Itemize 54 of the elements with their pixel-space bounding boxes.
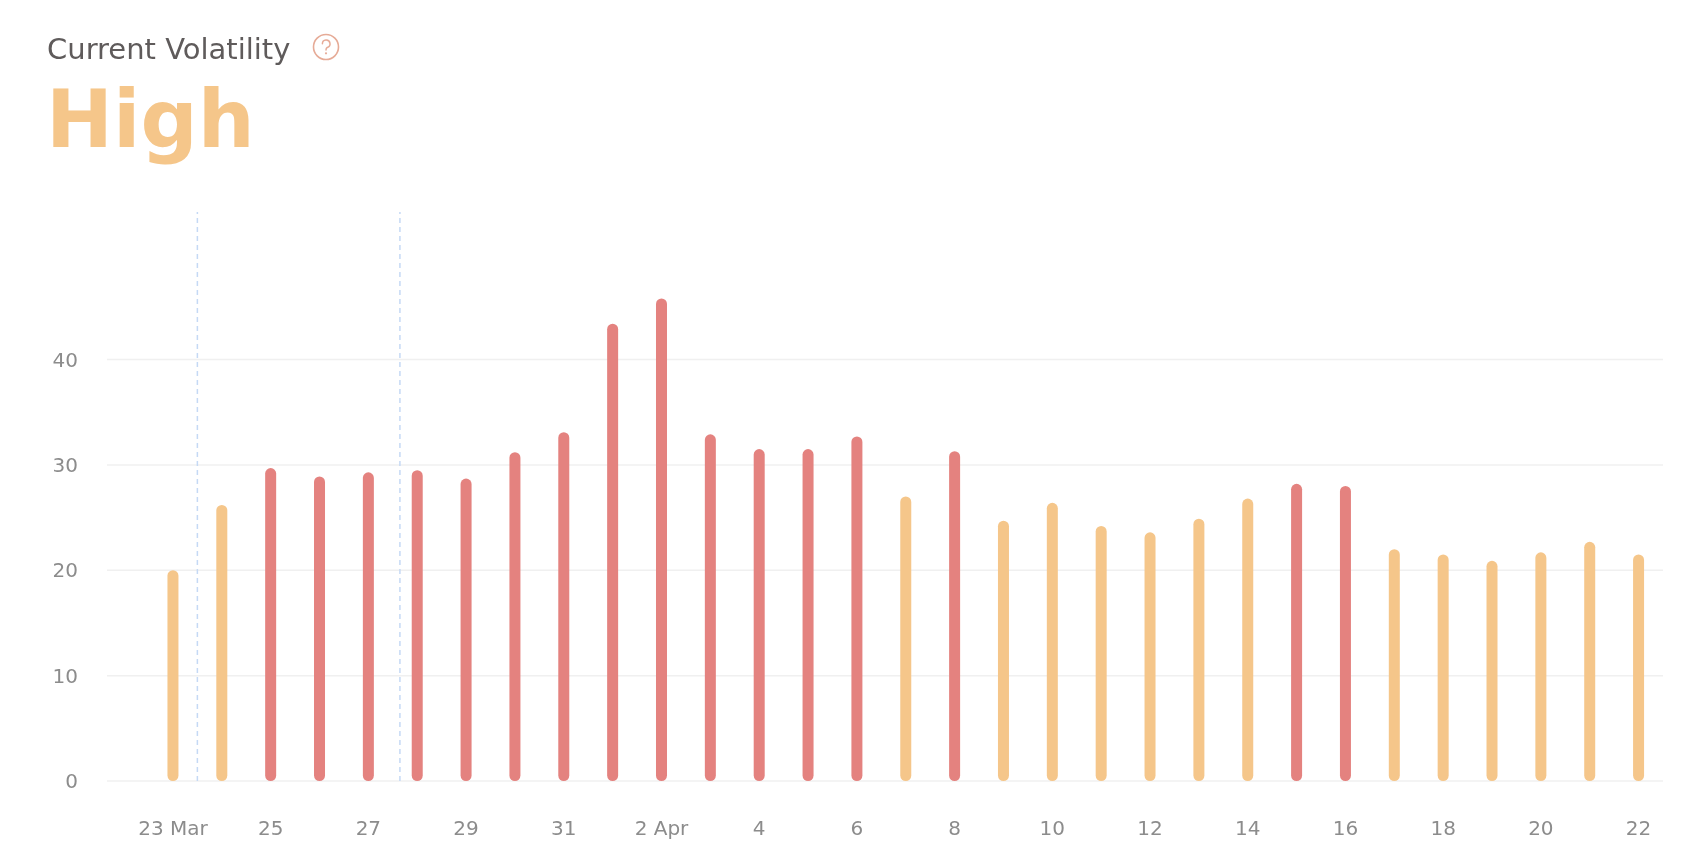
y-tick-label: 0: [65, 769, 78, 793]
x-tick-label: 29: [453, 816, 479, 840]
y-tick-label: 10: [52, 663, 78, 688]
bar: [753, 449, 765, 781]
bar: [1095, 526, 1107, 781]
bar: [1242, 498, 1254, 781]
x-tick-label: 25: [257, 816, 284, 840]
x-tick-label: 10: [1039, 816, 1066, 840]
bar: [460, 478, 472, 781]
x-tick-label: 31: [551, 816, 577, 840]
bar: [1437, 554, 1449, 781]
bar: [1339, 485, 1351, 781]
chart-subtitle: High: [46, 73, 255, 166]
bar: [1584, 541, 1596, 781]
bar: [558, 432, 570, 781]
x-tick-label: 22: [1625, 816, 1652, 840]
bar: [1193, 518, 1205, 781]
bar: [1486, 560, 1498, 781]
bar: [167, 570, 179, 781]
bar: [362, 472, 374, 781]
bar: [509, 452, 521, 781]
x-tick-label: 2 Apr: [634, 816, 690, 840]
bar: [1535, 552, 1547, 781]
x-tick-label: 14: [1235, 816, 1261, 840]
bar: [1046, 502, 1058, 781]
bar: [655, 298, 667, 781]
y-tick-label: 30: [52, 452, 78, 477]
x-tick-label: 12: [1137, 816, 1163, 840]
x-tick-label: 20: [1528, 816, 1554, 840]
chart-title: Current Volatility: [47, 32, 291, 66]
x-tick-label: 4: [752, 816, 766, 840]
x-tick-label: 6: [850, 816, 864, 840]
bar: [704, 434, 716, 781]
x-tick-label: 18: [1430, 816, 1456, 840]
bar: [949, 451, 961, 781]
bar: [607, 323, 619, 781]
y-tick-label: 40: [52, 347, 78, 372]
bar: [1291, 483, 1303, 781]
bar: [802, 449, 814, 781]
x-tick-label: 16: [1332, 816, 1359, 840]
bar: [851, 436, 863, 781]
bar: [1144, 532, 1156, 781]
x-tick-label: 27: [355, 816, 382, 840]
bar: [1633, 554, 1645, 781]
x-tick-label: 23 Mar: [138, 816, 209, 840]
bar: [314, 476, 326, 781]
bar: [997, 520, 1009, 781]
x-tick-label: 8: [948, 816, 961, 840]
bar: [216, 504, 228, 781]
bar: [900, 496, 912, 781]
bar: [265, 468, 277, 781]
y-tick-label: 20: [52, 558, 78, 583]
bar: [1388, 549, 1400, 781]
bar: [411, 470, 423, 781]
